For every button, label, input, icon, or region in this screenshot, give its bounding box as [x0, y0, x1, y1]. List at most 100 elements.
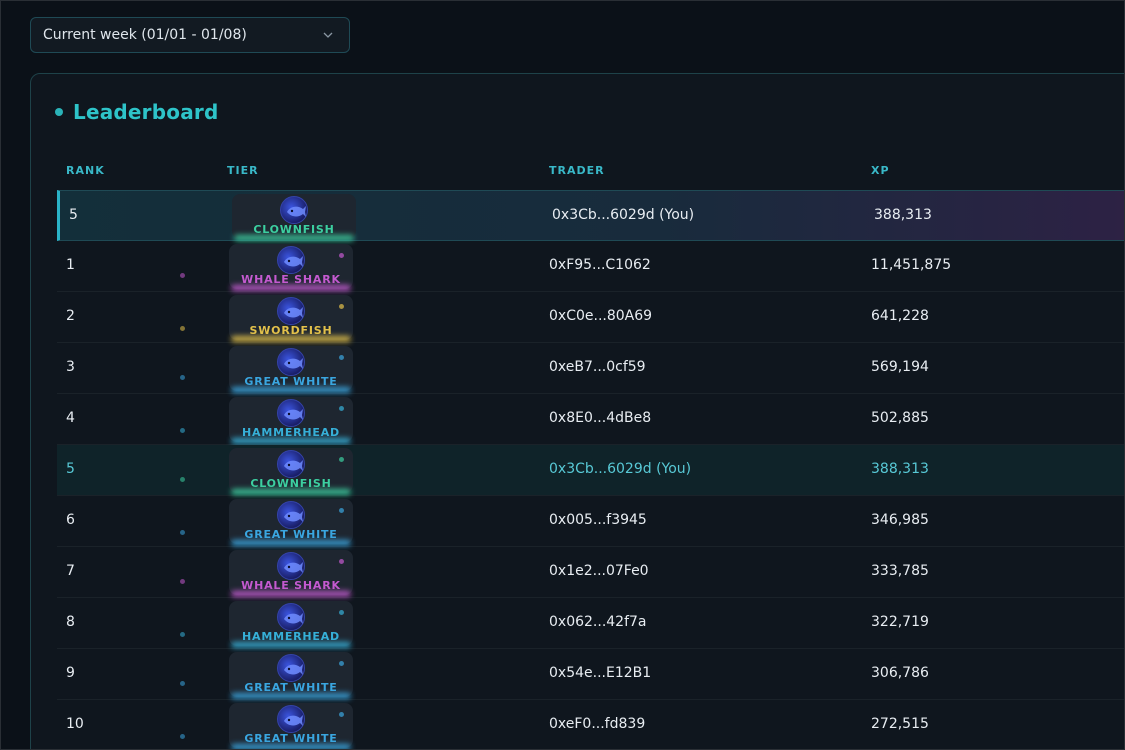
- tier-name: CLOWNFISH: [250, 477, 332, 490]
- title-dot-icon: [55, 108, 63, 116]
- particle-dot: [180, 579, 185, 584]
- xp-cell: 388,313: [871, 461, 929, 477]
- trader-cell: 0xC0e...80A69: [549, 308, 653, 324]
- tier-badge: CLOWNFISH: [229, 448, 353, 495]
- clownfish-icon: [277, 450, 305, 478]
- leaderboard-rows: 5 CLOWNFISH 0x3Cb...6029d (You) 388,313 …: [57, 190, 1124, 749]
- table-row[interactable]: 6 GREAT WHITE 0x005...f3945 346,985: [57, 496, 1124, 547]
- chevron-down-icon: [323, 32, 333, 38]
- particle-dot: [180, 530, 185, 535]
- tier-name: GREAT WHITE: [244, 732, 338, 745]
- tier-glow: [231, 591, 351, 597]
- tier-badge: CLOWNFISH: [232, 194, 356, 241]
- xp-cell: 306,786: [871, 665, 929, 681]
- rank-cell: 9: [66, 665, 75, 681]
- rank-cell: 10: [66, 716, 84, 732]
- table-row[interactable]: 1 WHALE SHARK 0xF95...C1062 11,451,875: [57, 241, 1124, 292]
- xp-cell: 322,719: [871, 614, 929, 630]
- particle-dot: [339, 712, 344, 717]
- great-white-icon: [277, 348, 305, 376]
- whale-shark-icon: [277, 246, 305, 274]
- tier-name: GREAT WHITE: [244, 375, 338, 388]
- column-header-xp: XP: [871, 164, 890, 177]
- particle-dot: [339, 457, 344, 462]
- tier-badge: GREAT WHITE: [229, 652, 353, 699]
- hammerhead-icon: [277, 399, 305, 427]
- table-row[interactable]: 9 GREAT WHITE 0x54e...E12B1 306,786: [57, 649, 1124, 700]
- trader-cell: 0xeF0...fd839: [549, 716, 646, 732]
- tier-glow: [231, 438, 351, 444]
- tier-name: HAMMERHEAD: [242, 426, 340, 439]
- tier-badge: GREAT WHITE: [229, 499, 353, 546]
- column-header-rank: RANK: [66, 164, 105, 177]
- tier-name: WHALE SHARK: [241, 579, 341, 592]
- rank-cell: 2: [66, 308, 75, 324]
- rank-cell: 1: [66, 257, 75, 273]
- swordfish-icon: [277, 297, 305, 325]
- tier-badge: SWORDFISH: [229, 295, 353, 342]
- trader-cell: 0x005...f3945: [549, 512, 647, 528]
- rank-cell: 4: [66, 410, 75, 426]
- trader-cell: 0xF95...C1062: [549, 257, 651, 273]
- xp-cell: 11,451,875: [871, 257, 952, 273]
- leaderboard-title: Leaderboard: [73, 100, 219, 124]
- particle-dot: [180, 632, 185, 637]
- table-row[interactable]: 4 HAMMERHEAD 0x8E0...4dBe8 502,885: [57, 394, 1124, 445]
- tier-glow: [231, 285, 351, 291]
- trader-cell: 0x8E0...4dBe8: [549, 410, 652, 426]
- tier-badge: HAMMERHEAD: [229, 601, 353, 648]
- week-select[interactable]: Current week (01/01 - 01/08): [30, 17, 350, 53]
- tier-glow: [231, 336, 351, 342]
- tier-glow: [231, 489, 351, 495]
- xp-cell: 272,515: [871, 716, 929, 732]
- tier-name: HAMMERHEAD: [242, 630, 340, 643]
- xp-cell: 569,194: [871, 359, 929, 375]
- table-row[interactable]: 5 CLOWNFISH 0x3Cb...6029d (You) 388,313: [57, 445, 1124, 496]
- week-select-label: Current week (01/01 - 01/08): [43, 27, 247, 43]
- particle-dot: [180, 375, 185, 380]
- particle-dot: [180, 681, 185, 686]
- rank-cell: 6: [66, 512, 75, 528]
- particle-dot: [180, 477, 185, 482]
- trader-cell: 0x1e2...07Fe0: [549, 563, 649, 579]
- great-white-icon: [277, 501, 305, 529]
- leaderboard-panel: Leaderboard RANK TIER TRADER XP 5 CLOWNF…: [30, 73, 1124, 749]
- tier-glow: [231, 540, 351, 546]
- tier-name: GREAT WHITE: [244, 681, 338, 694]
- rank-cell: 8: [66, 614, 75, 630]
- tier-name: CLOWNFISH: [253, 223, 335, 236]
- column-header-tier: TIER: [227, 164, 259, 177]
- rank-cell: 3: [66, 359, 75, 375]
- tier-glow: [231, 642, 351, 648]
- table-row[interactable]: 3 GREAT WHITE 0xeB7...0cf59 569,194: [57, 343, 1124, 394]
- great-white-icon: [277, 654, 305, 682]
- table-row[interactable]: 7 WHALE SHARK 0x1e2...07Fe0 333,785: [57, 547, 1124, 598]
- pinned-user-row[interactable]: 5 CLOWNFISH 0x3Cb...6029d (You) 388,313: [57, 190, 1124, 241]
- table-row[interactable]: 10 GREAT WHITE 0xeF0...fd839 272,515: [57, 700, 1124, 749]
- column-header-trader: TRADER: [549, 164, 605, 177]
- particle-dot: [180, 273, 185, 278]
- tier-glow: [231, 744, 351, 749]
- table-header: RANK TIER TRADER XP: [57, 162, 1124, 182]
- rank-cell: 7: [66, 563, 75, 579]
- tier-glow: [231, 693, 351, 699]
- hammerhead-icon: [277, 603, 305, 631]
- particle-dot: [339, 304, 344, 309]
- trader-cell: 0xeB7...0cf59: [549, 359, 646, 375]
- xp-cell: 333,785: [871, 563, 929, 579]
- xp-cell: 502,885: [871, 410, 929, 426]
- particle-dot: [339, 355, 344, 360]
- particle-dot: [339, 559, 344, 564]
- xp-cell: 641,228: [871, 308, 929, 324]
- rank-cell: 5: [66, 461, 75, 477]
- tier-badge: GREAT WHITE: [229, 703, 353, 749]
- particle-dot: [339, 253, 344, 258]
- tier-badge: WHALE SHARK: [229, 244, 353, 291]
- tier-badge: WHALE SHARK: [229, 550, 353, 597]
- particle-dot: [339, 610, 344, 615]
- table-row[interactable]: 2 SWORDFISH 0xC0e...80A69 641,228: [57, 292, 1124, 343]
- whale-shark-icon: [277, 552, 305, 580]
- particle-dot: [339, 508, 344, 513]
- table-row[interactable]: 8 HAMMERHEAD 0x062...42f7a 322,719: [57, 598, 1124, 649]
